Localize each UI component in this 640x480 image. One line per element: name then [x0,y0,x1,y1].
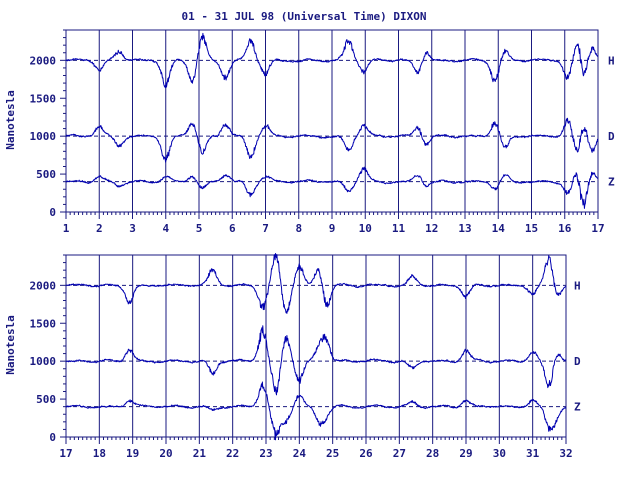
y-axis-label: Nanotesla [4,315,17,375]
x-tick-label: 27 [393,447,406,460]
x-tick-label: 1 [63,222,70,235]
x-tick-label: 21 [193,447,207,460]
x-tick-label: 22 [226,447,239,460]
x-tick-label: 15 [525,222,538,235]
y-tick-label: 500 [36,393,56,406]
x-tick-label: 17 [591,222,604,235]
x-tick-label: 26 [359,447,373,460]
series-label-d: D [608,130,615,143]
x-tick-label: 13 [458,222,471,235]
x-tick-label: 24 [293,447,307,460]
y-axis-label: Nanotesla [4,90,17,150]
x-tick-label: 10 [359,222,372,235]
x-tick-label: 23 [259,447,272,460]
x-tick-label: 11 [392,222,406,235]
plot-frame [65,254,567,438]
trace-z [65,166,598,209]
x-tick-label: 16 [558,222,572,235]
y-tick-label: 2000 [30,279,57,292]
x-tick-label: 4 [162,222,169,235]
x-tick-label: 7 [262,222,269,235]
x-tick-label: 20 [159,447,172,460]
x-tick-label: 29 [459,447,472,460]
x-tick-label: 6 [229,222,236,235]
trace-h [66,32,599,89]
series-label-h: H [608,54,615,67]
x-tick-label: 9 [329,222,336,235]
series-label-z: Z [574,401,581,414]
x-tick-label: 31 [526,447,540,460]
x-tick-label: 8 [295,222,302,235]
x-tick-label: 30 [493,447,506,460]
y-tick-label: 2000 [30,54,57,67]
trace-d [65,117,599,163]
x-tick-label: 25 [326,447,339,460]
y-tick-label: 0 [49,431,56,444]
x-tick-label: 3 [129,222,136,235]
x-tick-label: 19 [126,447,139,460]
series-label-h: H [574,279,581,292]
y-tick-label: 1000 [30,130,57,143]
x-tick-label: 12 [425,222,438,235]
y-tick-label: 1000 [30,355,57,368]
y-tick-label: 1500 [30,317,57,330]
x-tick-label: 2 [96,222,103,235]
chart-title: 01 - 31 JUL 98 (Universal Time) DIXON [181,10,426,23]
x-tick-label: 17 [59,447,72,460]
y-tick-label: 500 [36,168,56,181]
x-tick-label: 18 [93,447,106,460]
trace-h [65,253,567,314]
trace-d [65,325,567,396]
x-tick-label: 5 [196,222,203,235]
series-label-z: Z [608,176,615,189]
x-tick-label: 32 [559,447,572,460]
y-tick-label: 0 [49,206,56,219]
x-tick-label: 14 [492,222,506,235]
trace-z [65,381,567,441]
panel-jul-17-32: 0 500 1000 1500 2000 Nanotesla 17 18 19 20 21 22 23 2… [4,253,581,460]
y-tick-label: 1500 [30,92,57,105]
series-label-d: D [574,355,581,368]
x-tick-label: 28 [426,447,439,460]
